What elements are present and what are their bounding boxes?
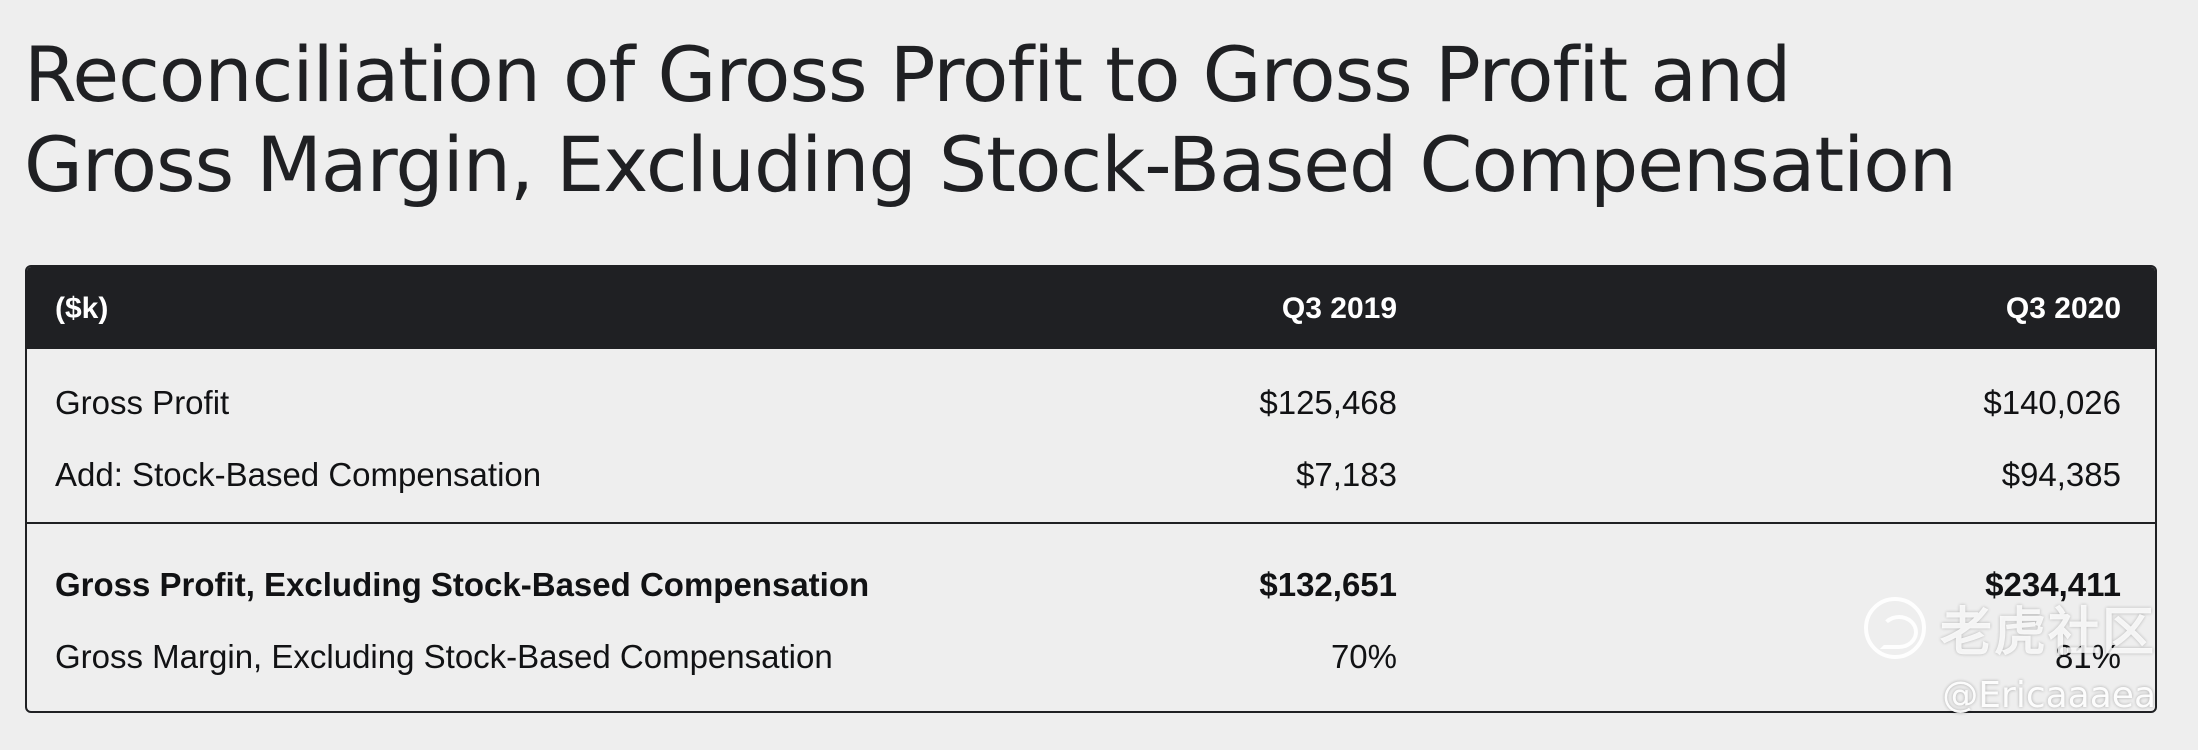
row-value-q3-2020: $234,411 — [1985, 566, 2121, 603]
row-label: Add: Stock-Based Compensation — [55, 456, 542, 493]
title-line-2: Gross Margin, Excluding Stock-Based Comp… — [24, 120, 1957, 209]
row-label: Gross Profit — [55, 384, 230, 421]
table-row: Gross Profit $125,468 $140,026 — [27, 367, 2155, 439]
page-title: Reconciliation of Gross Profit to Gross … — [24, 30, 1957, 210]
reconciliation-table: ($k) Q3 2019 Q3 2020 Gross Profit $125,4… — [25, 265, 2157, 713]
table-row-total: Gross Profit, Excluding Stock-Based Comp… — [27, 549, 2155, 621]
row-value-q3-2020: $94,385 — [2001, 456, 2121, 493]
row-label: Gross Profit, Excluding Stock-Based Comp… — [55, 566, 870, 603]
table-divider — [27, 522, 2155, 524]
row-value-q3-2019: 70% — [1330, 638, 1397, 675]
row-value-q3-2020: $140,026 — [1983, 384, 2121, 421]
row-value-q3-2019: $132,651 — [1259, 566, 1397, 603]
column-header-q3-2019: Q3 2019 — [1281, 292, 1397, 325]
row-value-q3-2019: $125,468 — [1259, 384, 1397, 421]
table-row: Gross Margin, Excluding Stock-Based Comp… — [27, 621, 2155, 693]
row-value-q3-2019: $7,183 — [1296, 456, 1397, 493]
row-value-q3-2020: 81% — [2054, 638, 2121, 675]
row-label: Gross Margin, Excluding Stock-Based Comp… — [55, 638, 833, 675]
title-line-1: Reconciliation of Gross Profit to Gross … — [24, 30, 1791, 119]
table-row: Add: Stock-Based Compensation $7,183 $94… — [27, 439, 2155, 511]
table-header: ($k) Q3 2019 Q3 2020 — [27, 267, 2155, 349]
column-header-units: ($k) — [55, 292, 109, 325]
column-header-q3-2020: Q3 2020 — [2005, 292, 2121, 325]
